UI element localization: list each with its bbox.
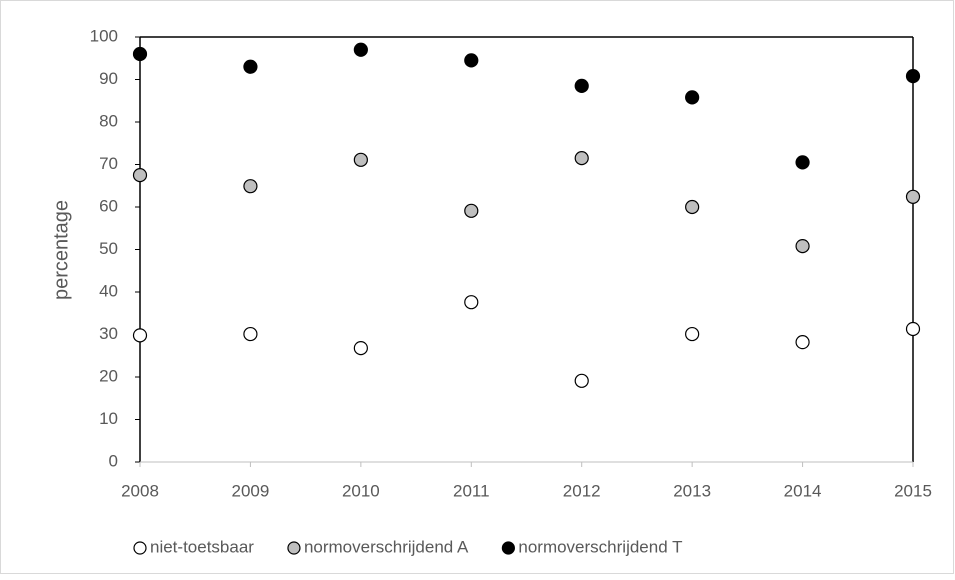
data-point [685,326,700,342]
y-tick-label: 0 [109,451,118,470]
y-tick-label: 40 [99,281,118,300]
y-tick-label: 10 [99,409,118,428]
legend-label: normoverschrijdend T [518,537,682,556]
data-point [353,42,368,57]
y-tick-label: 20 [99,366,118,385]
data-point [905,321,921,337]
data-point [795,239,810,254]
y-tick-label: 90 [99,69,118,88]
data-point [243,59,258,74]
data-point [132,328,148,343]
x-tick-label: 2010 [342,481,380,500]
data-point [353,152,368,167]
data-point [685,90,700,105]
legend-marker [287,541,301,555]
data-point [464,295,479,310]
x-tick-label: 2014 [784,481,822,500]
legend-marker [501,541,515,555]
legend-label: niet-toetsbaar [150,537,254,556]
data-point [243,179,258,194]
x-tick-label: 2012 [563,481,601,500]
legend-label: normoverschrijdend A [304,537,469,556]
y-tick-label: 30 [99,324,118,343]
x-tick-label: 2009 [232,481,270,500]
data-point [132,46,148,62]
y-tick-label: 100 [90,26,118,45]
data-point [795,155,810,170]
x-tick-label: 2013 [673,481,711,500]
data-point [132,168,148,183]
x-tick-label: 2011 [453,481,490,500]
data-point [464,53,479,68]
data-point [574,151,589,166]
legend-marker [133,541,147,555]
data-point [905,68,921,84]
data-point [464,203,479,218]
x-tick-label: 2015 [894,481,932,500]
data-point [353,341,368,356]
y-tick-label: 70 [99,154,118,173]
x-tick-label: 2008 [121,481,159,500]
data-point [574,373,589,388]
y-tick-label: 60 [99,196,118,215]
data-point [905,189,921,204]
y-axis-label: percentage [50,200,72,300]
data-point [574,78,589,93]
data-point [685,199,700,215]
y-tick-label: 50 [99,239,118,258]
data-point [243,326,258,342]
data-point [795,335,810,350]
y-tick-label: 80 [99,111,118,130]
